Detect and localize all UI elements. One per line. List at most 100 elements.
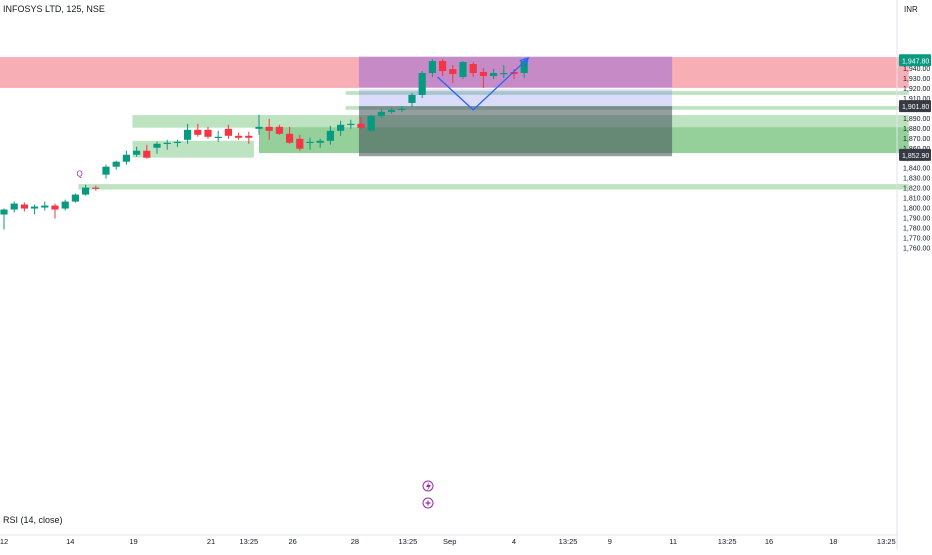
position-target-zone <box>358 88 673 107</box>
price-tick-label: 1,820.00 <box>903 186 930 193</box>
candle <box>275 124 283 135</box>
candle-body <box>326 130 334 141</box>
candle-body <box>449 69 457 75</box>
candle <box>224 124 232 139</box>
price-tick-label: 1,800.00 <box>903 206 930 213</box>
candle <box>112 160 120 170</box>
price-tick-label: 1,890.00 <box>903 116 930 123</box>
candle-body <box>479 72 487 77</box>
time-tick-label: 12 <box>0 537 8 546</box>
candle <box>296 134 304 151</box>
price-tick-label: 1,880.00 <box>903 126 930 133</box>
candle-body <box>31 206 39 209</box>
candle <box>347 119 355 129</box>
candle <box>71 193 79 203</box>
candle-body <box>428 61 436 74</box>
candle <box>20 202 28 212</box>
candle <box>173 139 181 147</box>
candle-body <box>459 62 467 78</box>
time-tick-label: 21 <box>207 537 215 546</box>
candle <box>153 141 161 154</box>
price-badge-label: 1,852.90 <box>902 153 929 160</box>
plus-circle-icon <box>422 497 434 509</box>
zone-demand-5 <box>132 140 254 159</box>
candle-body <box>143 150 151 158</box>
candle-body <box>235 135 243 138</box>
lightning-icon <box>422 480 434 492</box>
candle-body <box>245 135 253 138</box>
symbol-title[interactable]: INFOSYS LTD, 125, NSE <box>3 4 105 14</box>
price-tick-label: 1,930.00 <box>903 76 930 83</box>
candle-body <box>520 61 528 74</box>
candle <box>31 204 39 215</box>
candle-body <box>92 187 100 189</box>
candle-body <box>82 187 90 195</box>
candle-body <box>153 143 161 148</box>
candle-body <box>102 166 110 175</box>
candle-body <box>408 94 416 103</box>
candle <box>479 68 487 88</box>
candle-body <box>71 194 79 202</box>
candle <box>306 137 314 150</box>
candle <box>398 105 406 112</box>
candle <box>51 203 59 219</box>
candle <box>41 201 49 211</box>
candle-body <box>469 64 477 74</box>
rsi-indicator-label[interactable]: RSI (14, close) <box>3 515 63 525</box>
candle-body <box>510 72 518 75</box>
event-marker: Q <box>76 170 82 179</box>
lightning-icon-bolt <box>426 482 431 491</box>
projection-path <box>437 57 529 111</box>
candle-body <box>204 129 212 137</box>
candle-body <box>112 161 120 167</box>
price-badge <box>899 148 931 161</box>
candle-body <box>490 73 498 77</box>
candle <box>428 59 436 78</box>
candle-body <box>286 133 294 143</box>
candle <box>490 69 498 79</box>
candle <box>286 126 294 144</box>
candle <box>133 146 141 157</box>
candle-body <box>398 108 406 111</box>
candle-body <box>306 141 314 143</box>
zone-demand-6 <box>78 184 909 191</box>
time-tick-label: 11 <box>669 537 677 546</box>
candle <box>418 71 426 98</box>
price-tick-label: 1,940.00 <box>903 66 930 73</box>
candle <box>0 208 8 230</box>
price-tick-label: 1,760.00 <box>903 245 930 252</box>
candle <box>449 65 457 83</box>
candle-body <box>224 128 232 136</box>
price-tick-label: 1,810.00 <box>903 196 930 203</box>
candle-body <box>275 126 283 134</box>
candle <box>10 201 18 213</box>
candle <box>214 130 222 142</box>
candle <box>337 120 345 136</box>
candle-body <box>500 73 508 75</box>
candle <box>122 150 130 165</box>
candle <box>388 107 396 114</box>
plus-circle-icon-cross <box>425 500 431 506</box>
time-tick-label: 13:25 <box>559 537 578 546</box>
price-tick-label: 1,770.00 <box>903 235 930 242</box>
candle <box>500 65 508 78</box>
candle <box>235 132 243 140</box>
candle <box>82 184 90 196</box>
candle-body <box>20 204 28 209</box>
price-tick-label: 1,920.00 <box>903 86 930 93</box>
zone-demand-1 <box>345 91 909 96</box>
time-tick-label: 28 <box>351 537 359 546</box>
currency-label: INR <box>904 5 918 14</box>
candle <box>316 138 324 148</box>
candle <box>469 62 477 78</box>
price-tick-label: 1,830.00 <box>903 176 930 183</box>
candle <box>92 185 100 191</box>
candle-body <box>122 154 130 162</box>
candle <box>439 59 447 77</box>
price-tick-label: 1,790.00 <box>903 216 930 223</box>
candle-body <box>133 150 141 155</box>
time-tick-label: 13:25 <box>399 537 418 546</box>
projection-arrow-head <box>519 57 530 67</box>
